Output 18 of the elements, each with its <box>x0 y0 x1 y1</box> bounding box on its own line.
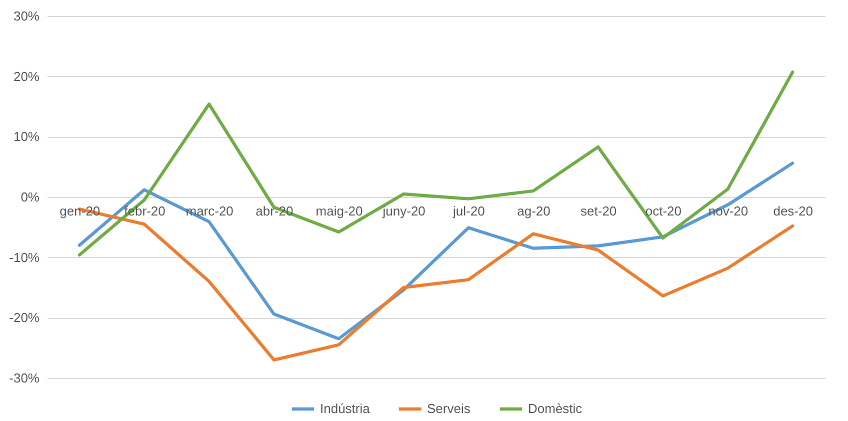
legend-label: Indústria <box>320 401 371 416</box>
x-tick-label: set-20 <box>580 204 617 218</box>
legend-label: Domèstic <box>528 401 583 416</box>
x-tick-label: ag-20 <box>517 204 550 218</box>
y-tick-label: -20% <box>9 310 40 326</box>
y-tick-label: -30% <box>9 370 40 386</box>
y-tick-label: -10% <box>9 250 40 265</box>
y-tick-label: 30% <box>13 8 40 24</box>
x-tick-label: marc-20 <box>186 204 234 218</box>
x-tick-label: maig-20 <box>316 204 363 218</box>
x-tick-label: jul-20 <box>452 204 485 218</box>
y-tick-label: 20% <box>13 68 40 84</box>
y-tick-label: 10% <box>13 129 40 144</box>
legend-label: Serveis <box>427 401 471 416</box>
y-tick-label: 0% <box>20 190 40 204</box>
x-tick-label: juny-20 <box>382 204 426 218</box>
x-tick-label: oct-20 <box>645 204 682 218</box>
x-tick-label: des-20 <box>773 204 813 218</box>
